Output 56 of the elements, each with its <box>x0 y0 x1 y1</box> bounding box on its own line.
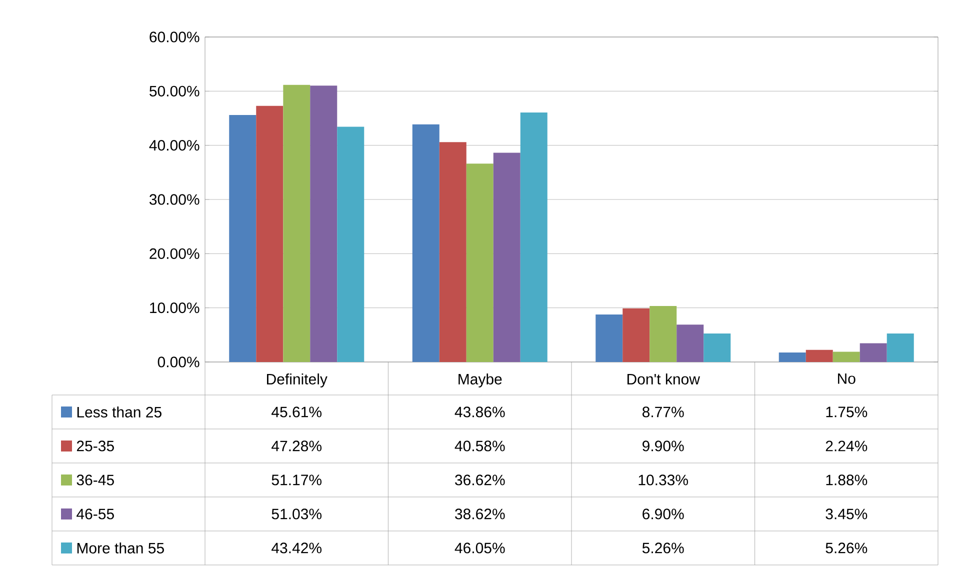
bar <box>466 164 494 362</box>
bar <box>778 352 806 362</box>
data-label: 1.75% <box>826 406 868 418</box>
bar <box>412 124 440 362</box>
y-tick-label: 40.00% <box>149 140 200 151</box>
bar <box>622 308 650 362</box>
y-tick-label: 20.00% <box>150 248 200 259</box>
data-label: 36.62% <box>455 474 505 486</box>
bar <box>283 84 310 362</box>
data-label: 51.17% <box>272 474 322 486</box>
bar <box>310 86 338 362</box>
data-label: 10.33% <box>638 474 688 486</box>
bar <box>337 126 364 362</box>
bar <box>704 333 731 362</box>
x-tick-label: Don't know <box>627 373 700 384</box>
data-label: 40.58% <box>454 440 505 452</box>
y-tick-label: 50.00% <box>150 86 200 96</box>
bar <box>439 142 466 362</box>
data-label: 5.26% <box>826 542 868 554</box>
y-tick-label: 30.00% <box>150 194 200 205</box>
legend-label: 36-45 <box>76 474 114 486</box>
data-label: 45.61% <box>272 406 322 418</box>
data-label: 3.45% <box>826 508 868 520</box>
data-label: 9.90% <box>642 440 684 452</box>
data-label: 8.77% <box>642 406 684 418</box>
data-label: 6.90% <box>642 508 684 520</box>
data-label: 2.24% <box>826 440 868 452</box>
data-label: 47.28% <box>272 440 322 452</box>
x-tick-label: Maybe <box>458 373 502 388</box>
y-tick-label: 10.00% <box>150 302 200 314</box>
legend-label: Less than 25 <box>77 406 162 418</box>
y-tick-label: 0.00% <box>158 356 200 368</box>
bar <box>596 314 623 362</box>
data-label: 51.03% <box>272 508 322 520</box>
x-tick-label: Definitely <box>267 373 328 388</box>
data-label: 43.42% <box>272 542 322 554</box>
bar <box>676 324 704 362</box>
bar <box>229 114 256 362</box>
bar <box>650 306 677 362</box>
data-label: 43.86% <box>454 406 505 418</box>
bar <box>832 352 860 362</box>
data-label: 38.62% <box>455 508 505 520</box>
bar <box>520 112 548 362</box>
legend-label: 46-55 <box>76 508 114 520</box>
legend-label: More than 55 <box>77 542 164 554</box>
legend-label: 25-35 <box>76 440 114 452</box>
bar <box>886 333 914 362</box>
x-tick-label: No <box>838 373 856 384</box>
bar <box>493 152 520 362</box>
data-label: 46.05% <box>454 542 505 554</box>
data-label: 1.88% <box>826 474 868 486</box>
data-label: 5.26% <box>642 542 684 554</box>
bar <box>860 343 887 362</box>
bar <box>256 106 284 362</box>
y-tick-label: 60.00% <box>150 32 200 42</box>
bar <box>806 350 833 362</box>
